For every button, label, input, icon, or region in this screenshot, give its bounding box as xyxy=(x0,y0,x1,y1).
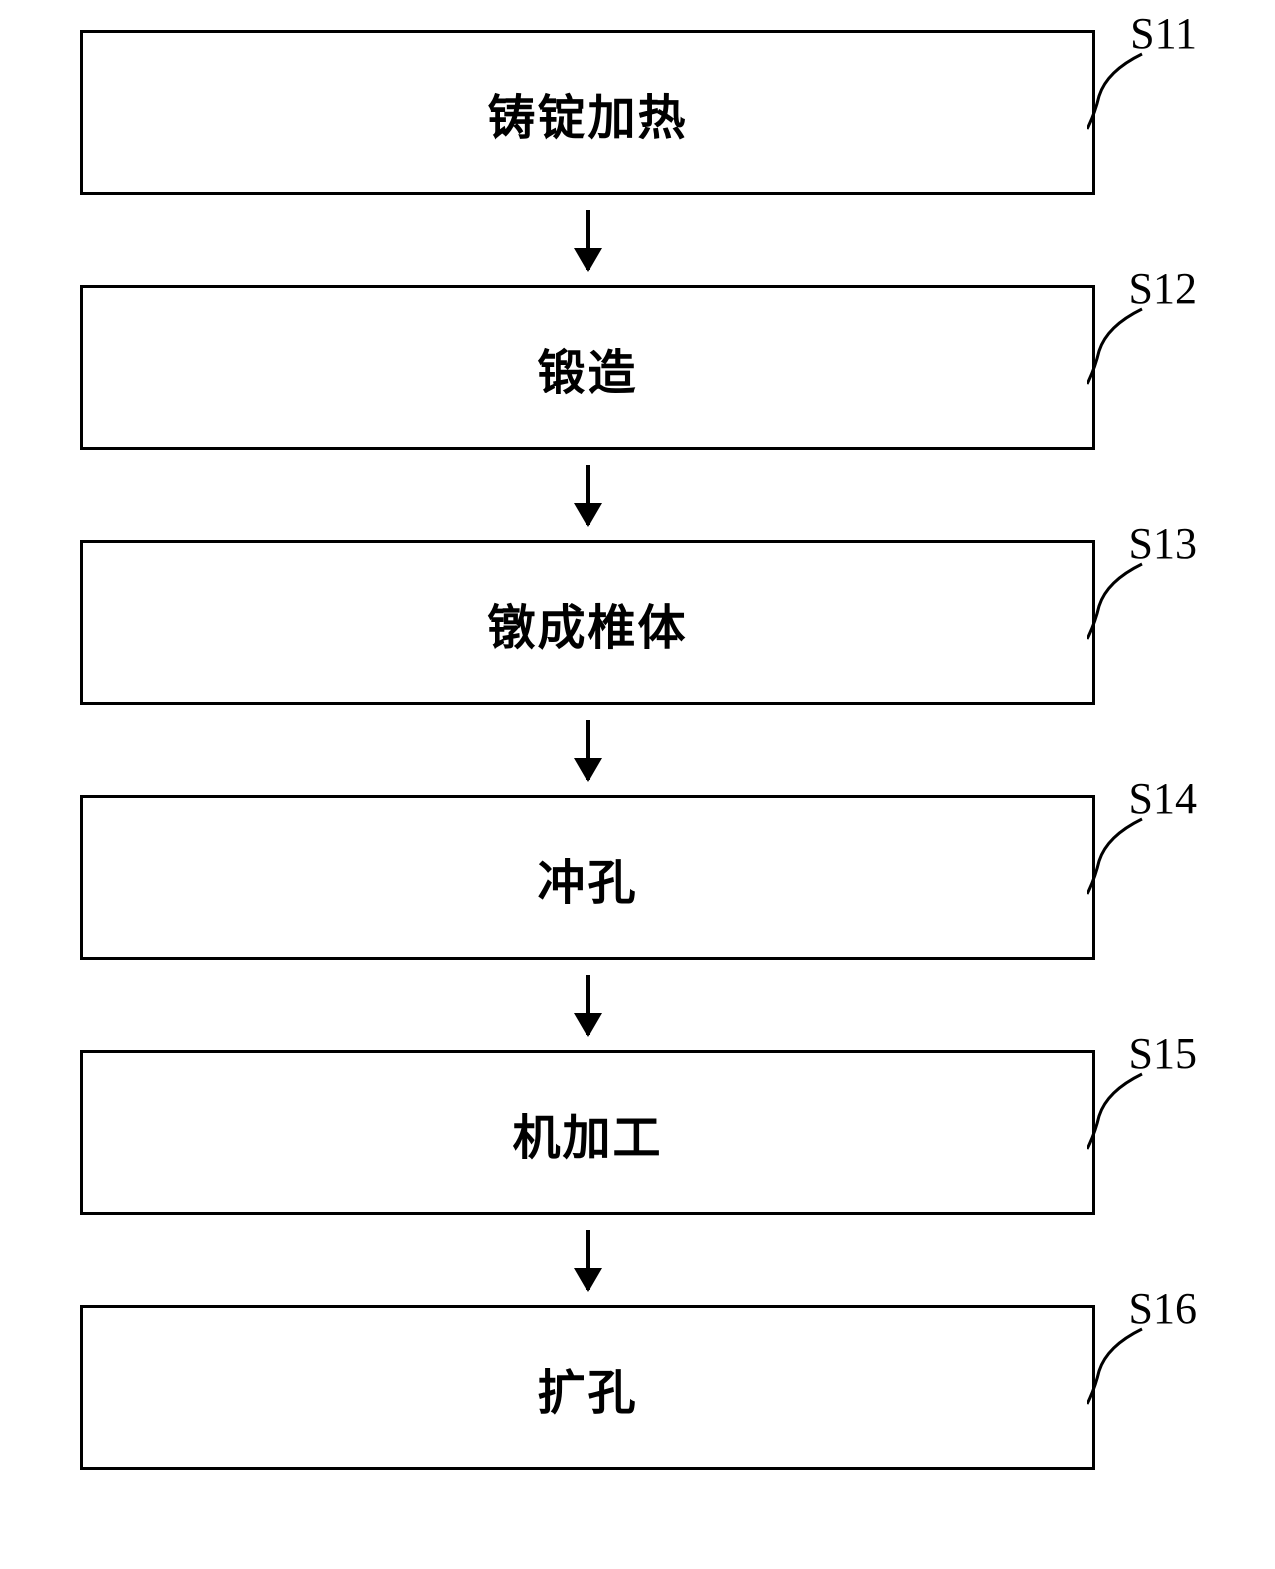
step-text: 锻造 xyxy=(537,333,637,403)
arrow-connector xyxy=(80,960,1095,1050)
step-text: 铸锭加热 xyxy=(487,78,687,148)
arrow-connector xyxy=(80,195,1095,285)
arrow-down-icon xyxy=(586,720,590,780)
connector-curve-icon xyxy=(1087,816,1157,896)
step-box-s16: 扩孔 S16 xyxy=(80,1305,1095,1470)
arrow-down-icon xyxy=(586,1230,590,1290)
flowchart-container: 铸锭加热 S11 锻造 S12 镦成椎体 S13 冲孔 S14 xyxy=(80,30,1200,1470)
step-box-s14: 冲孔 S14 xyxy=(80,795,1095,960)
connector-curve-icon xyxy=(1087,561,1157,641)
arrow-down-icon xyxy=(586,465,590,525)
step-box-s15: 机加工 S15 xyxy=(80,1050,1095,1215)
arrow-down-icon xyxy=(586,210,590,270)
connector-curve-icon xyxy=(1087,1326,1157,1406)
step-text: 扩孔 xyxy=(537,1353,637,1423)
step-text: 冲孔 xyxy=(537,843,637,913)
connector-curve-icon xyxy=(1087,51,1157,131)
arrow-connector xyxy=(80,1215,1095,1305)
connector-curve-icon xyxy=(1087,306,1157,386)
arrow-down-icon xyxy=(586,975,590,1035)
step-box-s12: 锻造 S12 xyxy=(80,285,1095,450)
step-text: 机加工 xyxy=(512,1098,662,1168)
arrow-connector xyxy=(80,705,1095,795)
arrow-connector xyxy=(80,450,1095,540)
step-box-s13: 镦成椎体 S13 xyxy=(80,540,1095,705)
connector-curve-icon xyxy=(1087,1071,1157,1151)
step-box-s11: 铸锭加热 S11 xyxy=(80,30,1095,195)
step-text: 镦成椎体 xyxy=(487,588,687,658)
